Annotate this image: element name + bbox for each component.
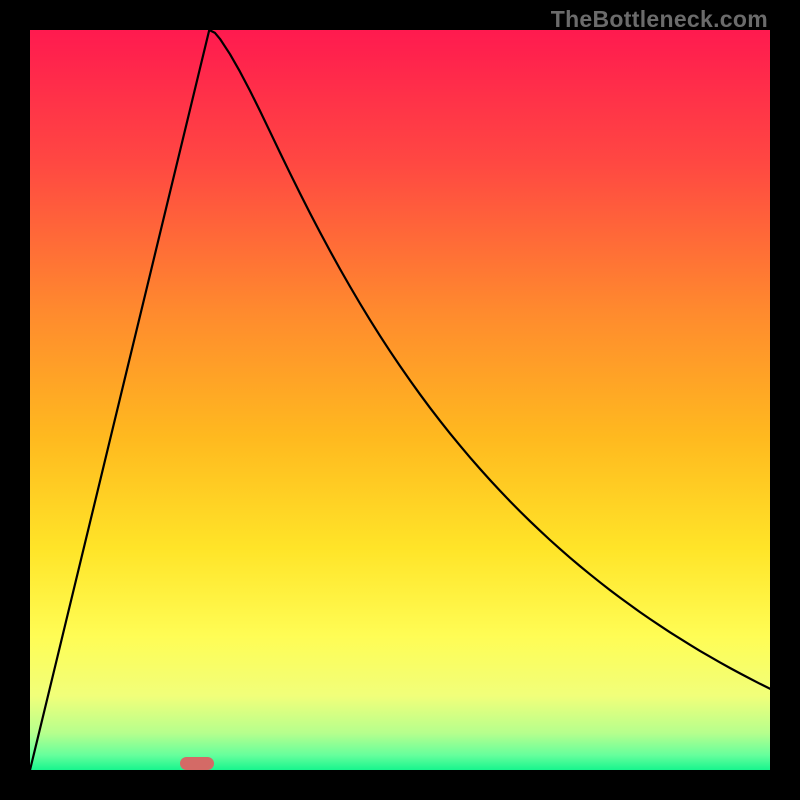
chart-container: TheBottleneck.com bbox=[0, 0, 800, 800]
plot-area bbox=[30, 30, 770, 770]
curve-svg bbox=[30, 30, 770, 770]
bottleneck-curve bbox=[30, 30, 770, 770]
watermark-text: TheBottleneck.com bbox=[551, 6, 768, 33]
